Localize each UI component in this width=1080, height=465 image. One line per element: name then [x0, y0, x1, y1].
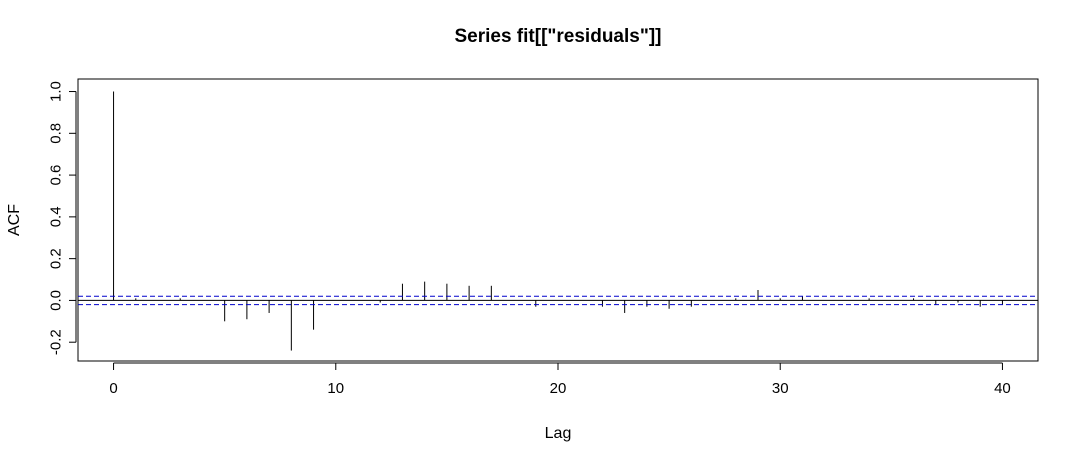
chart-title: Series fit[["residuals"]] [454, 26, 661, 47]
y-axis-label: ACF [6, 204, 23, 236]
y-tick-label: 0.4 [48, 206, 65, 227]
x-tick-label: 30 [772, 380, 789, 397]
y-tick-label: 0.6 [48, 165, 65, 186]
x-tick-label: 0 [109, 380, 117, 397]
x-tick-label: 10 [327, 380, 344, 397]
x-tick-label: 40 [994, 380, 1011, 397]
y-tick-label: 0.0 [48, 290, 65, 311]
x-tick-label: 20 [550, 380, 567, 397]
y-tick-label: 1.0 [48, 81, 65, 102]
x-axis: 0 10 20 30 40 [109, 362, 1011, 397]
plot-frame [77, 78, 1039, 362]
y-tick-label: 0.2 [48, 248, 65, 269]
x-axis-label: Lag [545, 425, 572, 442]
y-tick-label: -0.2 [48, 329, 65, 355]
y-tick-label: 0.8 [48, 123, 65, 144]
reference-lines [78, 295, 1038, 306]
y-axis: -0.2 0.0 0.2 0.4 0.6 0.8 1.0 [48, 81, 77, 355]
acf-spikes [113, 91, 1003, 351]
